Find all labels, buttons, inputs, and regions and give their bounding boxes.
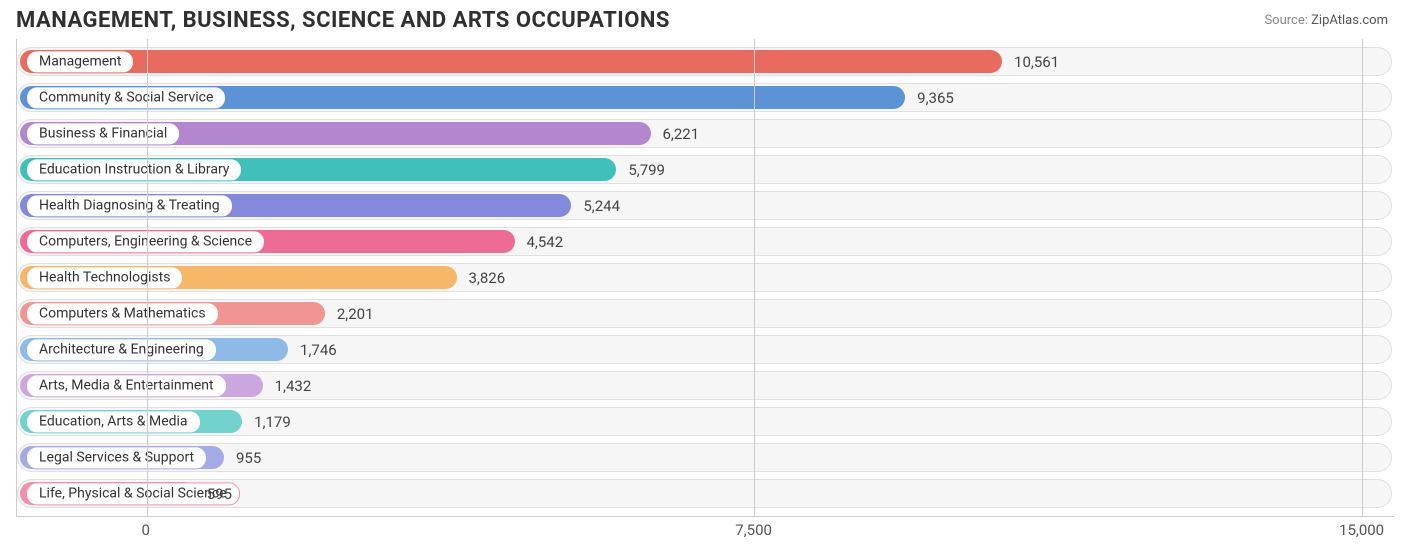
bar-row: Health Technologists 3,826 bbox=[17, 263, 1394, 292]
x-axis: 0 7,500 15,000 bbox=[16, 517, 1394, 543]
bar-label: Health Diagnosing & Treating bbox=[26, 194, 233, 217]
x-tick-label: 7,500 bbox=[735, 521, 772, 539]
bar-value: 595 bbox=[207, 485, 232, 503]
bar-row: Community & Social Service 9,365 bbox=[17, 83, 1394, 112]
plot-area: Management 10,561 Community & Social Servi… bbox=[16, 39, 1394, 517]
bar-row: Arts, Media & Entertainment 1,432 bbox=[17, 371, 1394, 400]
bar-value: 9,365 bbox=[917, 89, 954, 107]
bar-fill bbox=[20, 50, 1002, 73]
bar-value: 5,244 bbox=[583, 197, 620, 215]
gridline bbox=[754, 39, 755, 516]
gridline bbox=[1362, 39, 1363, 516]
bar-label: Computers & Mathematics bbox=[26, 302, 219, 325]
chart-title: MANAGEMENT, BUSINESS, SCIENCE AND ARTS O… bbox=[16, 8, 670, 33]
bar-row: Business & Financial 6,221 bbox=[17, 119, 1394, 148]
x-tick-label: 0 bbox=[141, 521, 149, 539]
bar-label: Business & Financial bbox=[26, 122, 180, 145]
bar-label: Legal Services & Support bbox=[26, 446, 207, 469]
bar-value: 1,179 bbox=[254, 413, 291, 431]
bar-row: Education Instruction & Library 5,799 bbox=[17, 155, 1394, 184]
bar-value: 3,826 bbox=[469, 269, 506, 287]
bar-value: 5,799 bbox=[628, 161, 665, 179]
bar-value: 1,746 bbox=[300, 341, 337, 359]
bar-value: 1,432 bbox=[275, 377, 312, 395]
bar-label: Computers, Engineering & Science bbox=[26, 230, 265, 253]
bar-label: Health Technologists bbox=[26, 266, 183, 289]
bar-label: Education, Arts & Media bbox=[26, 410, 201, 433]
chart-header: MANAGEMENT, BUSINESS, SCIENCE AND ARTS O… bbox=[0, 0, 1406, 39]
bar-label: Community & Social Service bbox=[26, 86, 226, 109]
bar-row: Life, Physical & Social Science595 bbox=[17, 479, 1394, 508]
bar-row: Management 10,561 bbox=[17, 47, 1394, 76]
bar-row: Architecture & Engineering 1,746 bbox=[17, 335, 1394, 364]
source-value: ZipAtlas.com bbox=[1311, 13, 1388, 28]
source-attribution: Source: ZipAtlas.com bbox=[1264, 13, 1388, 28]
bars-container: Management 10,561 Community & Social Servi… bbox=[17, 39, 1394, 516]
bar-label: Arts, Media & Entertainment bbox=[26, 374, 227, 397]
bar-label: Education Instruction & Library bbox=[26, 158, 242, 181]
gridline bbox=[147, 39, 148, 516]
bar-value: 6,221 bbox=[663, 125, 700, 143]
chart-area: Management 10,561 Community & Social Servi… bbox=[0, 39, 1406, 543]
bar-row: Health Diagnosing & Treating 5,244 bbox=[17, 191, 1394, 220]
bar-value: 4,542 bbox=[527, 233, 564, 251]
source-label: Source: bbox=[1264, 13, 1307, 28]
x-tick-label: 15,000 bbox=[1339, 521, 1384, 539]
bar-label: Architecture & Engineering bbox=[26, 338, 217, 361]
bar-row: Legal Services & Support 955 bbox=[17, 443, 1394, 472]
bar-value: 10,561 bbox=[1014, 53, 1059, 71]
bar-row: Education, Arts & Media 1,179 bbox=[17, 407, 1394, 436]
bar-label: Management bbox=[26, 50, 134, 73]
bar-value: 2,201 bbox=[337, 305, 374, 323]
bar-row: Computers & Mathematics 2,201 bbox=[17, 299, 1394, 328]
bar-row: Computers, Engineering & Science 4,542 bbox=[17, 227, 1394, 256]
bar-value: 955 bbox=[236, 449, 261, 467]
